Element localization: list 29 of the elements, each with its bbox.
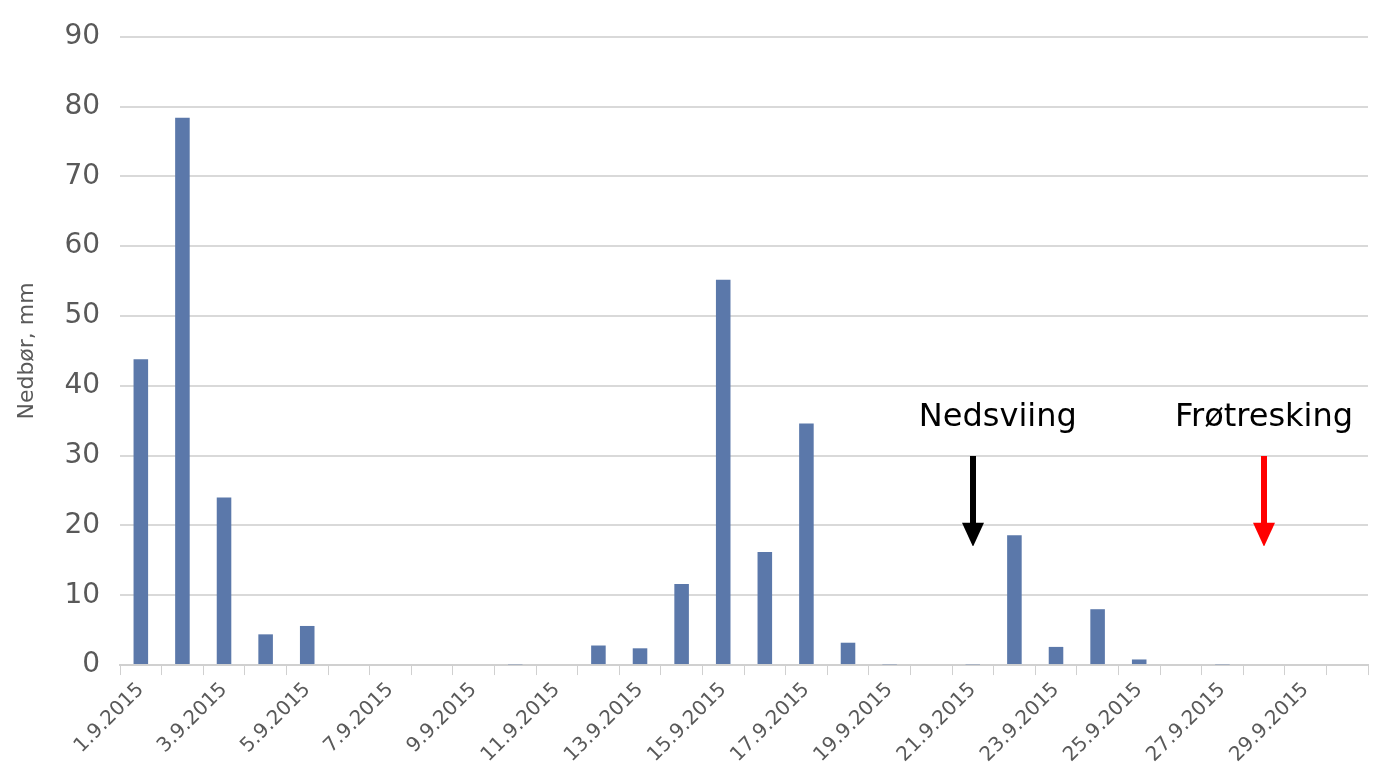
y-tick-label: 40 [64,367,101,401]
bar [1090,609,1105,665]
bar [175,117,190,665]
y-tick-label: 80 [64,87,101,121]
y-tick-label: 30 [64,436,101,470]
bar [1048,646,1064,665]
bar [1007,535,1022,665]
y-axis-title: Nedbør, mm [12,282,38,420]
y-tick-label: 90 [64,18,101,52]
bar [258,634,273,665]
bar [299,625,315,665]
y-tick-label: 10 [64,576,101,610]
y-tick-label: 20 [64,506,101,540]
bar [216,497,232,665]
bar [840,642,856,665]
bar [674,584,689,665]
bar [632,648,648,665]
bar [133,359,149,665]
annotation: Nedsviing [918,395,1077,434]
y-tick-label: 60 [64,227,101,261]
y-tick-label: 50 [64,297,101,331]
bar [799,423,814,665]
annotation: Frøtresking [1174,395,1354,434]
bar [591,645,606,665]
bar [715,279,731,665]
bar [1131,659,1147,665]
y-tick-label: 0 [82,646,101,680]
y-tick-label: 70 [64,157,101,191]
bar [757,551,773,665]
